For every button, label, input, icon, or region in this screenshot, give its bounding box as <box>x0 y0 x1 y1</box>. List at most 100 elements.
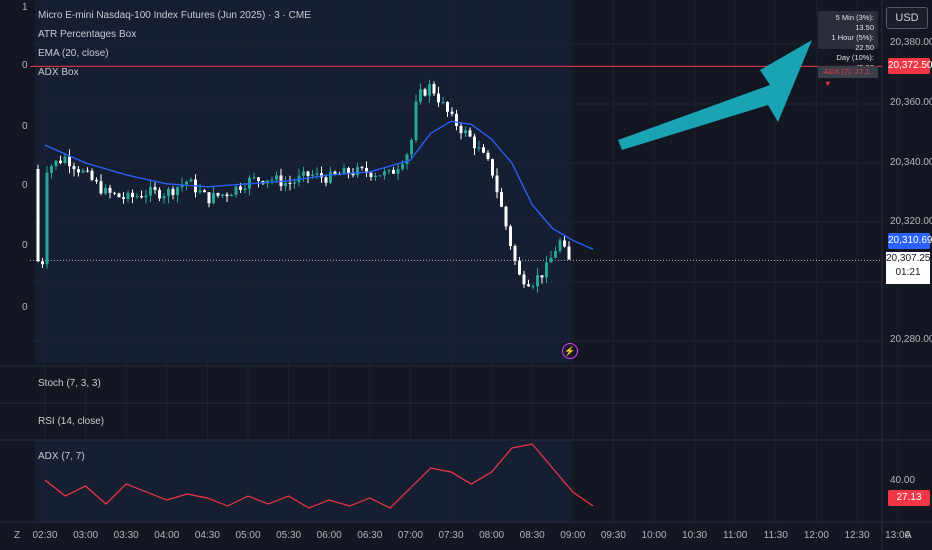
candle-body <box>387 169 391 172</box>
candle-body <box>270 179 274 181</box>
candle-body <box>495 175 499 193</box>
candle-body <box>302 171 305 176</box>
price-axis-label: 20,320.00 <box>890 216 932 227</box>
candle-body <box>405 154 409 165</box>
candle-body <box>378 175 382 177</box>
candle-body <box>135 196 139 198</box>
candle-body <box>324 177 328 183</box>
time-axis-label: 10:30 <box>682 530 708 541</box>
candle-body <box>86 170 89 172</box>
candle-body <box>131 192 134 197</box>
candle-body <box>545 262 548 278</box>
candle-body <box>293 182 296 184</box>
indicator-adxbox-label[interactable]: ADX Box <box>38 67 79 78</box>
adx-line <box>44 443 594 509</box>
candle-body <box>153 187 157 190</box>
candle-body <box>459 125 463 134</box>
candle-body <box>207 192 211 204</box>
candle-body <box>41 261 44 265</box>
ema-line <box>44 120 594 250</box>
candle-body <box>306 171 310 177</box>
time-axis-label: 06:00 <box>316 530 342 541</box>
candle-body <box>180 184 184 188</box>
candle-body <box>468 130 472 137</box>
bar-countdown: 01:21 <box>895 267 921 278</box>
candle-body <box>99 181 103 194</box>
candle-body <box>423 89 427 96</box>
last-price-value: 20,307.25 <box>886 252 931 266</box>
time-axis-label: 05:30 <box>276 530 302 541</box>
time-axis-label: 11:00 <box>723 530 748 541</box>
candle-body <box>351 173 355 176</box>
candle-body <box>158 189 161 199</box>
candle-body <box>288 182 292 184</box>
indicator-atr-label[interactable]: ATR Percentages Box <box>38 29 137 40</box>
time-axis-label: 07:00 <box>397 530 423 541</box>
time-axis-label: 10:00 <box>641 530 667 541</box>
time-axis-label: 04:00 <box>154 530 180 541</box>
candle-body <box>432 84 436 94</box>
candle-body <box>257 177 260 181</box>
indicator-ema-label[interactable]: EMA (20, close) <box>38 48 109 59</box>
indicator-rsi-label[interactable]: RSI (14, close) <box>38 416 105 427</box>
candle-body <box>554 250 557 258</box>
candle-body <box>329 171 332 183</box>
candle-body <box>239 186 242 190</box>
candle-body <box>527 284 530 287</box>
indicator-stoch-label[interactable]: Stoch (7, 3, 3) <box>38 378 101 389</box>
indicator-adx-label[interactable]: ADX (7, 7) <box>38 451 85 462</box>
lightning-icon[interactable]: ⚡ <box>562 343 578 359</box>
left-axis-label: 0 <box>22 302 28 313</box>
candle-body <box>536 275 539 287</box>
candle-body <box>54 160 58 167</box>
ema-price-tag: 20,310.69 <box>888 233 932 249</box>
left-axis-label: 0 <box>22 121 28 132</box>
adx-value-tag: 27.13 <box>888 490 930 506</box>
candle-body <box>486 152 490 160</box>
candle-body <box>441 102 445 104</box>
high-price-tag: 20,372.50 <box>888 58 932 74</box>
candle-body <box>477 147 481 149</box>
time-axis-label: 09:30 <box>600 530 626 541</box>
candle-body <box>63 156 67 164</box>
time-axis-label: 12:00 <box>803 530 829 541</box>
adx-axis-level: 40.00 <box>890 475 916 486</box>
candle-body <box>149 187 152 196</box>
timezone-icon[interactable]: Z <box>14 530 21 541</box>
symbol-title[interactable]: Micro E-mini Nasdaq-100 Index Futures (J… <box>38 10 311 21</box>
candle-body <box>36 168 40 262</box>
candle-body <box>356 167 359 176</box>
candle-body <box>108 187 112 193</box>
candle-body <box>414 101 418 140</box>
currency-button[interactable]: USD <box>886 7 928 29</box>
candle-body <box>531 286 535 288</box>
candle-body <box>77 169 80 173</box>
candle-body <box>320 173 323 178</box>
candle-body <box>198 190 202 193</box>
auto-scale-icon[interactable]: A <box>905 530 912 541</box>
candle-body <box>369 172 373 178</box>
annotation-arrow <box>618 40 812 150</box>
time-axis-label: 03:30 <box>113 530 139 541</box>
candle-body <box>225 194 229 197</box>
candle-body <box>216 192 220 196</box>
price-axis-label: 20,340.00 <box>890 157 932 168</box>
candle-body <box>162 196 166 199</box>
candle-body <box>491 159 494 176</box>
time-axis-label: 02:30 <box>32 530 58 541</box>
candle-body <box>347 168 350 174</box>
left-axis-label: 0 <box>22 240 28 251</box>
candle-body <box>126 192 130 199</box>
candle-body <box>113 192 116 194</box>
time-axis-label: 03:00 <box>73 530 99 541</box>
candle-body <box>117 193 121 198</box>
candle-body <box>185 181 188 185</box>
candle-body <box>383 171 386 176</box>
candle-body <box>437 93 440 103</box>
candle-body <box>275 175 278 180</box>
candle-body <box>167 188 170 197</box>
time-axis-label: 07:30 <box>438 530 464 541</box>
candle-body <box>230 194 233 197</box>
candle-body <box>81 170 85 173</box>
